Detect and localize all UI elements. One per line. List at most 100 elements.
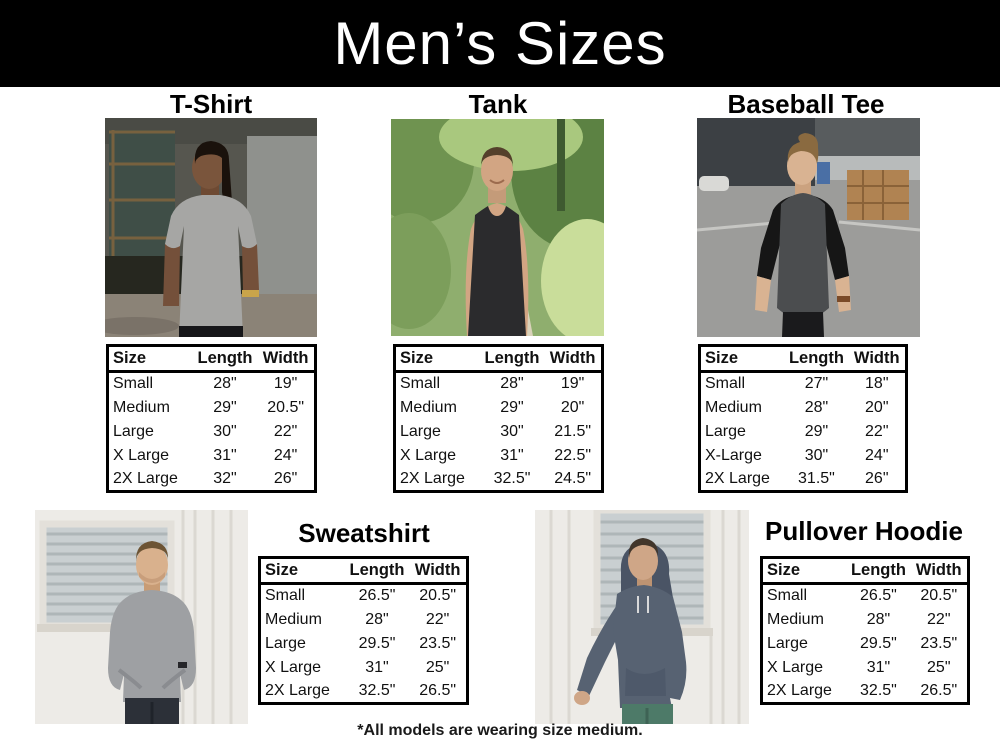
tshirt-model bbox=[163, 141, 259, 337]
size-row: Large 30" 21.5" bbox=[395, 420, 603, 444]
size-row: Medium 28" 20" bbox=[700, 396, 907, 420]
size-row: Small 26.5" 20.5" bbox=[762, 584, 969, 608]
size-label: 2X Large bbox=[265, 681, 330, 699]
measurement-value: 23.5" bbox=[419, 634, 457, 652]
measurement-value: 20.5" bbox=[419, 587, 457, 605]
measurement-value: 26.5" bbox=[860, 587, 897, 605]
tank-photo bbox=[391, 119, 604, 336]
pullover-hoodie-photo bbox=[535, 510, 749, 724]
baseball-tee-model bbox=[755, 133, 851, 337]
header-row: Size Length Width bbox=[107, 345, 316, 373]
size-label: X Large bbox=[113, 446, 170, 464]
measurement-value: 24" bbox=[865, 446, 889, 464]
baseball-tee-size-table: Size Length Width Small 27" 18" Medium 28" 20… bbox=[698, 344, 908, 493]
column-header-length: Length bbox=[192, 345, 258, 373]
column-header-width: Width bbox=[544, 345, 603, 373]
size-label: X Large bbox=[767, 658, 824, 676]
size-label: 2X Large bbox=[767, 681, 832, 699]
column-header-size: Size bbox=[259, 557, 345, 585]
measurement-value: 30" bbox=[213, 422, 237, 440]
column-header-size: Size bbox=[761, 557, 847, 585]
measurement-value: 32.5" bbox=[493, 469, 531, 487]
measurement-value: 26.5" bbox=[920, 681, 958, 699]
sweatshirt-photo-illustration bbox=[35, 510, 248, 724]
tank-garment bbox=[468, 206, 526, 336]
tshirt-size-table: Size Length Width Small 28" 19" Medium 29" 20… bbox=[106, 344, 317, 493]
size-label: Small bbox=[705, 375, 746, 393]
size-row: 2X Large 32.5" 26.5" bbox=[260, 680, 468, 704]
size-row: X Large 31" 24" bbox=[108, 444, 316, 468]
measurement-value: 19" bbox=[273, 375, 298, 393]
measurement-value: 30" bbox=[804, 446, 829, 464]
size-label: Medium bbox=[113, 398, 170, 416]
tshirt-garment bbox=[165, 195, 257, 337]
measurement-value: 26.5" bbox=[419, 681, 457, 699]
size-row: Large 29" 22" bbox=[700, 420, 907, 444]
tank-section-title: Tank bbox=[468, 89, 528, 119]
sweatshirt-section-title: Sweatshirt bbox=[298, 518, 430, 548]
baseball-tee-photo-illustration bbox=[697, 118, 920, 337]
size-label: Medium bbox=[400, 398, 457, 416]
size-label: Small bbox=[400, 375, 441, 393]
header-row: Size Length Width bbox=[761, 557, 969, 585]
sweatshirt-garment bbox=[108, 590, 196, 702]
measurement-value: 26" bbox=[865, 469, 889, 487]
baseball-tee-photo bbox=[697, 118, 920, 337]
measurement-value: 28" bbox=[365, 610, 389, 628]
size-label: X Large bbox=[265, 658, 322, 676]
column-header-size: Size bbox=[394, 345, 480, 373]
measurement-value: 23.5" bbox=[920, 634, 958, 652]
measurement-value: 28" bbox=[213, 375, 237, 393]
measurement-value: 28" bbox=[804, 398, 829, 416]
baseball-tee-section-title: Baseball Tee bbox=[727, 89, 885, 119]
tshirt-photo-illustration bbox=[105, 118, 317, 337]
size-row: Large 29.5" 23.5" bbox=[260, 632, 468, 656]
size-row: 2X Large 31.5" 26" bbox=[700, 468, 907, 492]
size-row: Large 29.5" 23.5" bbox=[762, 632, 969, 656]
measurement-value: 31" bbox=[866, 658, 891, 676]
measurement-value: 20.5" bbox=[920, 587, 958, 605]
size-row: X Large 31" 25" bbox=[762, 656, 969, 680]
size-label: Large bbox=[113, 422, 154, 440]
tshirt-photo bbox=[105, 118, 317, 337]
measurement-value: 18" bbox=[865, 375, 889, 393]
measurement-value: 22.5" bbox=[554, 446, 592, 464]
measurement-value: 26" bbox=[273, 469, 298, 487]
measurement-value: 32" bbox=[213, 469, 237, 487]
pullover-hoodie-photo-illustration bbox=[535, 510, 749, 724]
size-row: Small 27" 18" bbox=[700, 372, 907, 396]
size-label: 2X Large bbox=[113, 469, 178, 487]
page-title: Men’s Sizes bbox=[333, 9, 667, 77]
size-row: Small 26.5" 20.5" bbox=[260, 584, 468, 608]
column-header-width: Width bbox=[910, 557, 969, 585]
size-row: X Large 31" 22.5" bbox=[395, 444, 603, 468]
measurement-value: 20" bbox=[865, 398, 889, 416]
size-label: Small bbox=[113, 375, 154, 393]
size-label: 2X Large bbox=[705, 469, 770, 487]
sweatshirt-photo bbox=[35, 510, 248, 724]
column-header-width: Width bbox=[848, 345, 907, 373]
size-label: Large bbox=[400, 422, 441, 440]
measurement-value: 31" bbox=[500, 446, 524, 464]
header-row: Size Length Width bbox=[394, 345, 603, 373]
measurement-value: 20.5" bbox=[267, 398, 305, 416]
column-header-size: Size bbox=[699, 345, 785, 373]
models-footnote: *All models are wearing size medium. bbox=[357, 722, 643, 739]
tank-photo-illustration bbox=[391, 119, 604, 336]
measurement-value: 20" bbox=[560, 398, 585, 416]
header-banner: Men’s Sizes bbox=[0, 0, 1000, 87]
measurement-value: 28" bbox=[866, 610, 891, 628]
column-header-width: Width bbox=[257, 345, 316, 373]
measurement-value: 31" bbox=[365, 658, 389, 676]
size-label: Medium bbox=[767, 610, 824, 628]
size-label: X Large bbox=[400, 446, 457, 464]
measurement-value: 29.5" bbox=[358, 634, 396, 652]
measurement-value: 32.5" bbox=[358, 681, 396, 699]
column-header-length: Length bbox=[846, 557, 911, 585]
size-label: X-Large bbox=[705, 446, 762, 464]
measurement-value: 24" bbox=[273, 446, 298, 464]
pullover-hoodie-model bbox=[574, 538, 687, 724]
measurement-value: 29" bbox=[804, 422, 829, 440]
column-header-length: Length bbox=[344, 557, 410, 585]
size-row: Small 28" 19" bbox=[395, 372, 603, 396]
